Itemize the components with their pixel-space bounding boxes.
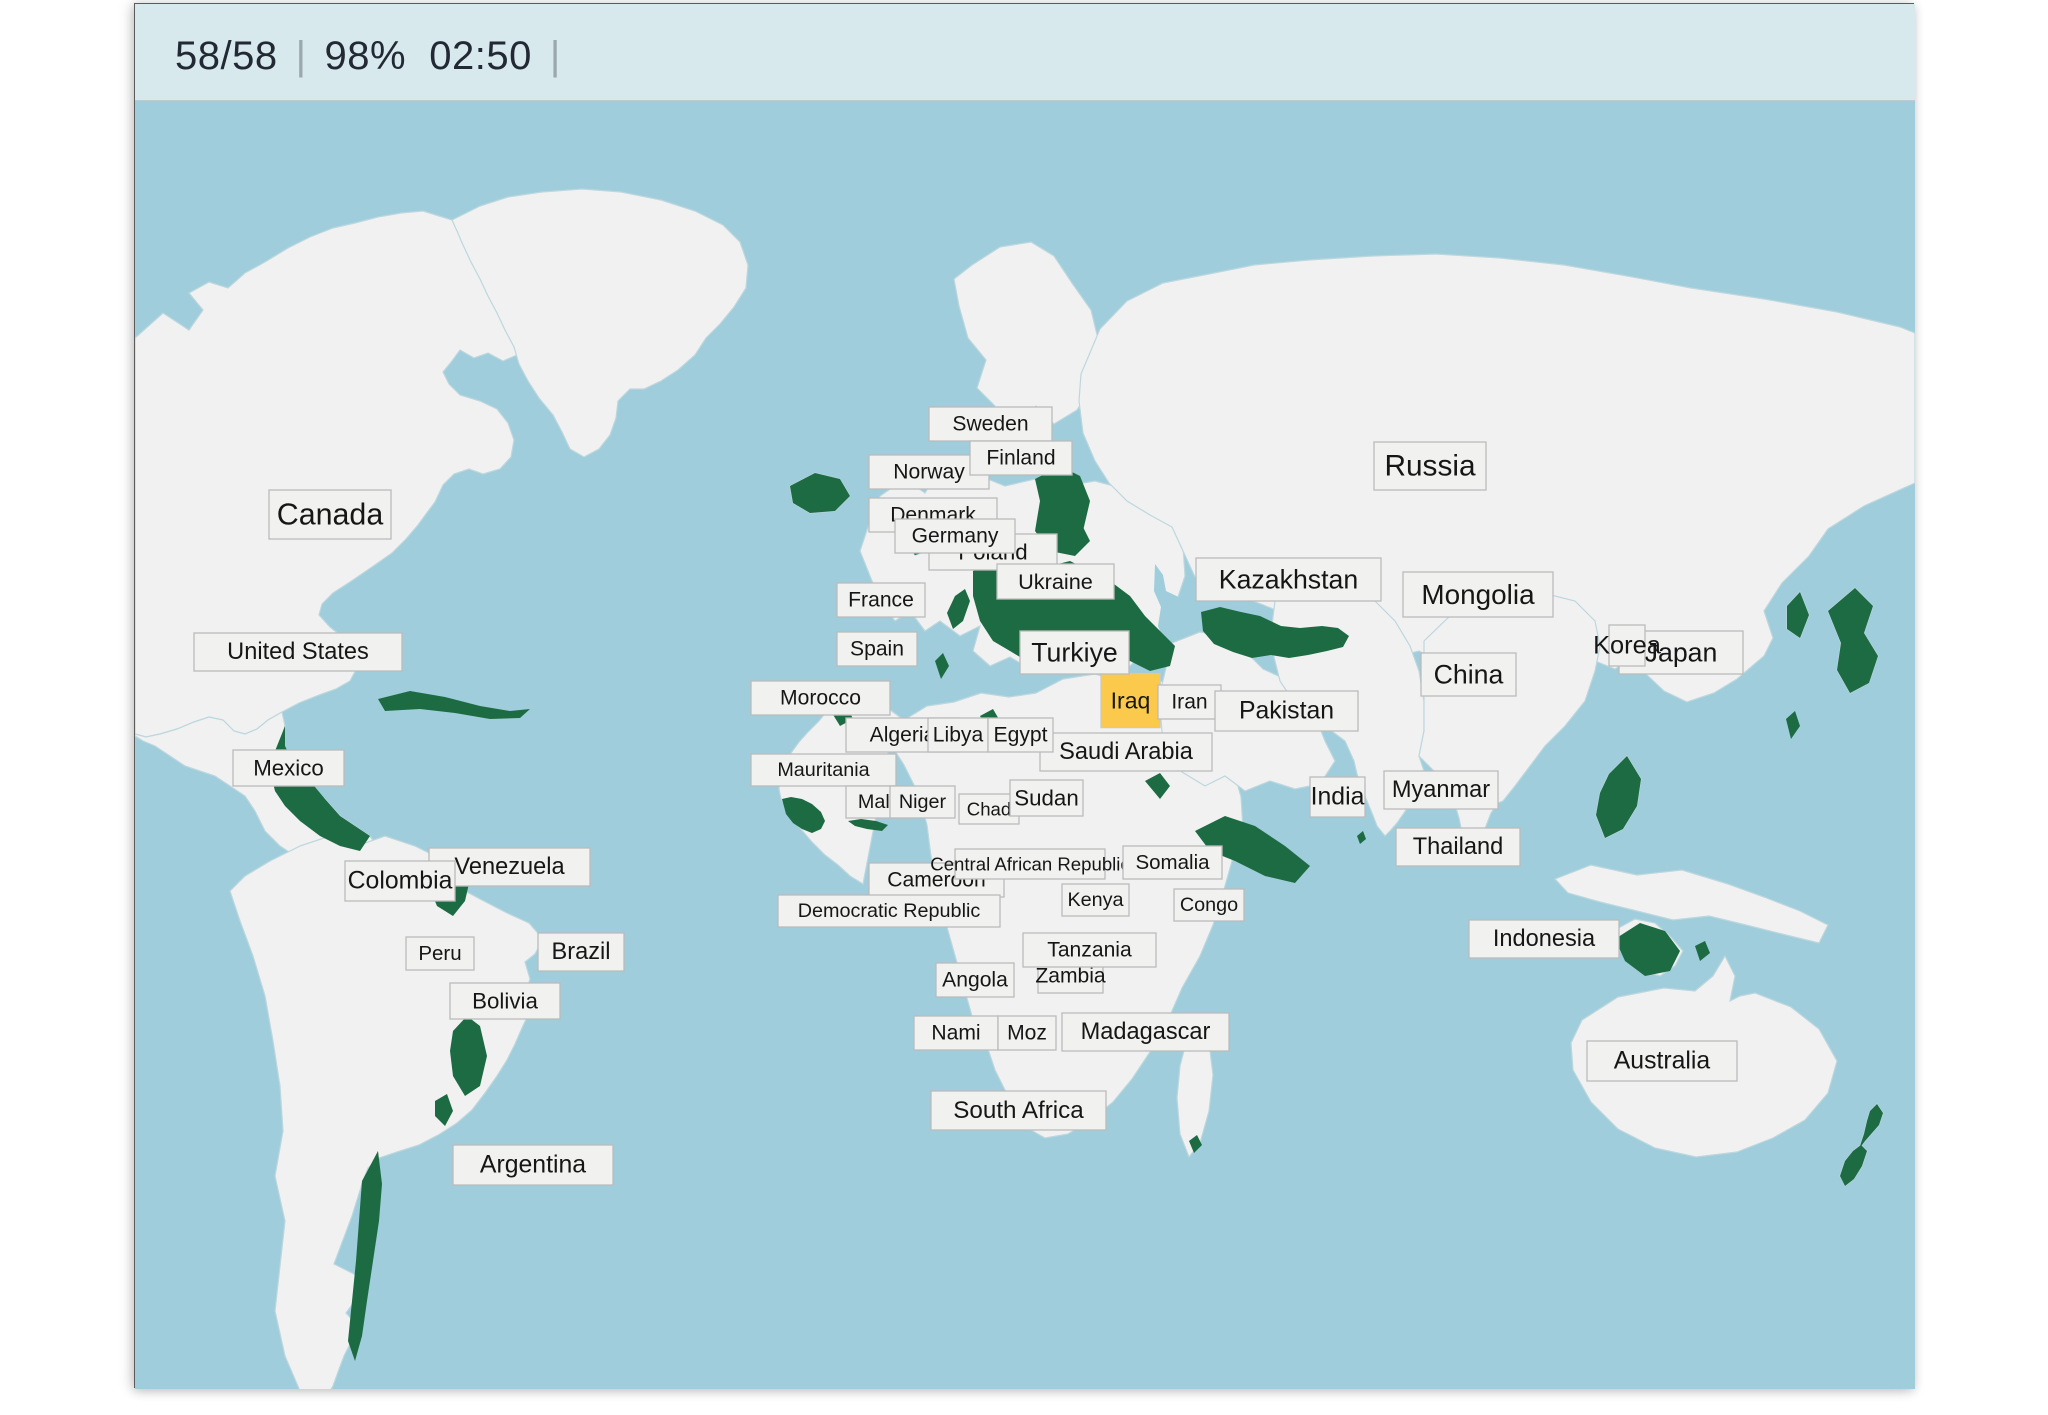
svg-text:Egypt: Egypt xyxy=(994,724,1048,747)
svg-text:Colombia: Colombia xyxy=(348,868,453,895)
svg-text:Kenya: Kenya xyxy=(1067,889,1123,911)
svg-text:Iran: Iran xyxy=(1171,691,1207,714)
svg-text:Somalia: Somalia xyxy=(1135,851,1210,874)
svg-text:Niger: Niger xyxy=(899,791,947,813)
svg-text:Pakistan: Pakistan xyxy=(1239,698,1334,725)
svg-text:Spain: Spain xyxy=(850,638,904,661)
svg-text:Tanzania: Tanzania xyxy=(1047,939,1132,962)
svg-text:Indonesia: Indonesia xyxy=(1493,926,1596,952)
svg-text:Moz: Moz xyxy=(1007,1022,1047,1045)
svg-text:Mongolia: Mongolia xyxy=(1421,579,1535,610)
svg-text:Peru: Peru xyxy=(418,942,461,965)
svg-text:France: France xyxy=(848,589,914,612)
svg-text:South Africa: South Africa xyxy=(953,1097,1084,1124)
svg-text:Libya: Libya xyxy=(933,724,984,747)
svg-text:Morocco: Morocco xyxy=(780,687,861,710)
svg-text:Mexico: Mexico xyxy=(253,756,324,781)
svg-text:Korea: Korea xyxy=(1593,632,1662,660)
svg-text:Mauritania: Mauritania xyxy=(777,759,869,781)
svg-text:India: India xyxy=(1311,784,1365,811)
svg-text:Thailand: Thailand xyxy=(1413,834,1504,860)
svg-text:Ukraine: Ukraine xyxy=(1018,569,1093,594)
svg-text:Sweden: Sweden xyxy=(952,413,1028,436)
svg-text:Saudi Arabia: Saudi Arabia xyxy=(1059,739,1194,765)
svg-text:Bolivia: Bolivia xyxy=(472,989,538,1014)
svg-text:Nami: Nami xyxy=(931,1022,980,1045)
svg-text:Russia: Russia xyxy=(1384,450,1476,483)
svg-text:Kazakhstan: Kazakhstan xyxy=(1219,565,1358,595)
svg-text:Germany: Germany xyxy=(912,525,999,548)
svg-text:China: China xyxy=(1434,660,1504,690)
svg-text:Congo: Congo xyxy=(1180,894,1238,916)
svg-text:Angola: Angola xyxy=(942,969,1008,992)
svg-text:Central African Republic: Central African Republic xyxy=(930,854,1129,875)
svg-text:Norway: Norway xyxy=(893,461,965,484)
svg-text:Mali: Mali xyxy=(858,791,894,813)
svg-text:Turkiye: Turkiye xyxy=(1031,638,1118,668)
svg-text:Iraq: Iraq xyxy=(1111,688,1151,714)
svg-text:Argentina: Argentina xyxy=(480,1152,586,1179)
svg-text:Chad: Chad xyxy=(967,799,1011,820)
svg-text:Venezuela: Venezuela xyxy=(454,854,565,880)
svg-text:Algeria: Algeria xyxy=(870,724,936,747)
svg-text:Australia: Australia xyxy=(1614,1048,1711,1075)
svg-text:Sudan: Sudan xyxy=(1014,786,1078,811)
svg-text:Democratic Republic: Democratic Republic xyxy=(798,900,981,922)
svg-text:Madagascar: Madagascar xyxy=(1081,1019,1211,1045)
svg-text:United States: United States xyxy=(227,639,369,665)
svg-text:Canada: Canada xyxy=(277,498,384,532)
svg-text:Zambia: Zambia xyxy=(1035,965,1106,988)
svg-text:Finland: Finland xyxy=(986,447,1055,470)
svg-text:Myanmar: Myanmar xyxy=(1392,777,1490,803)
svg-text:Brazil: Brazil xyxy=(552,939,611,965)
